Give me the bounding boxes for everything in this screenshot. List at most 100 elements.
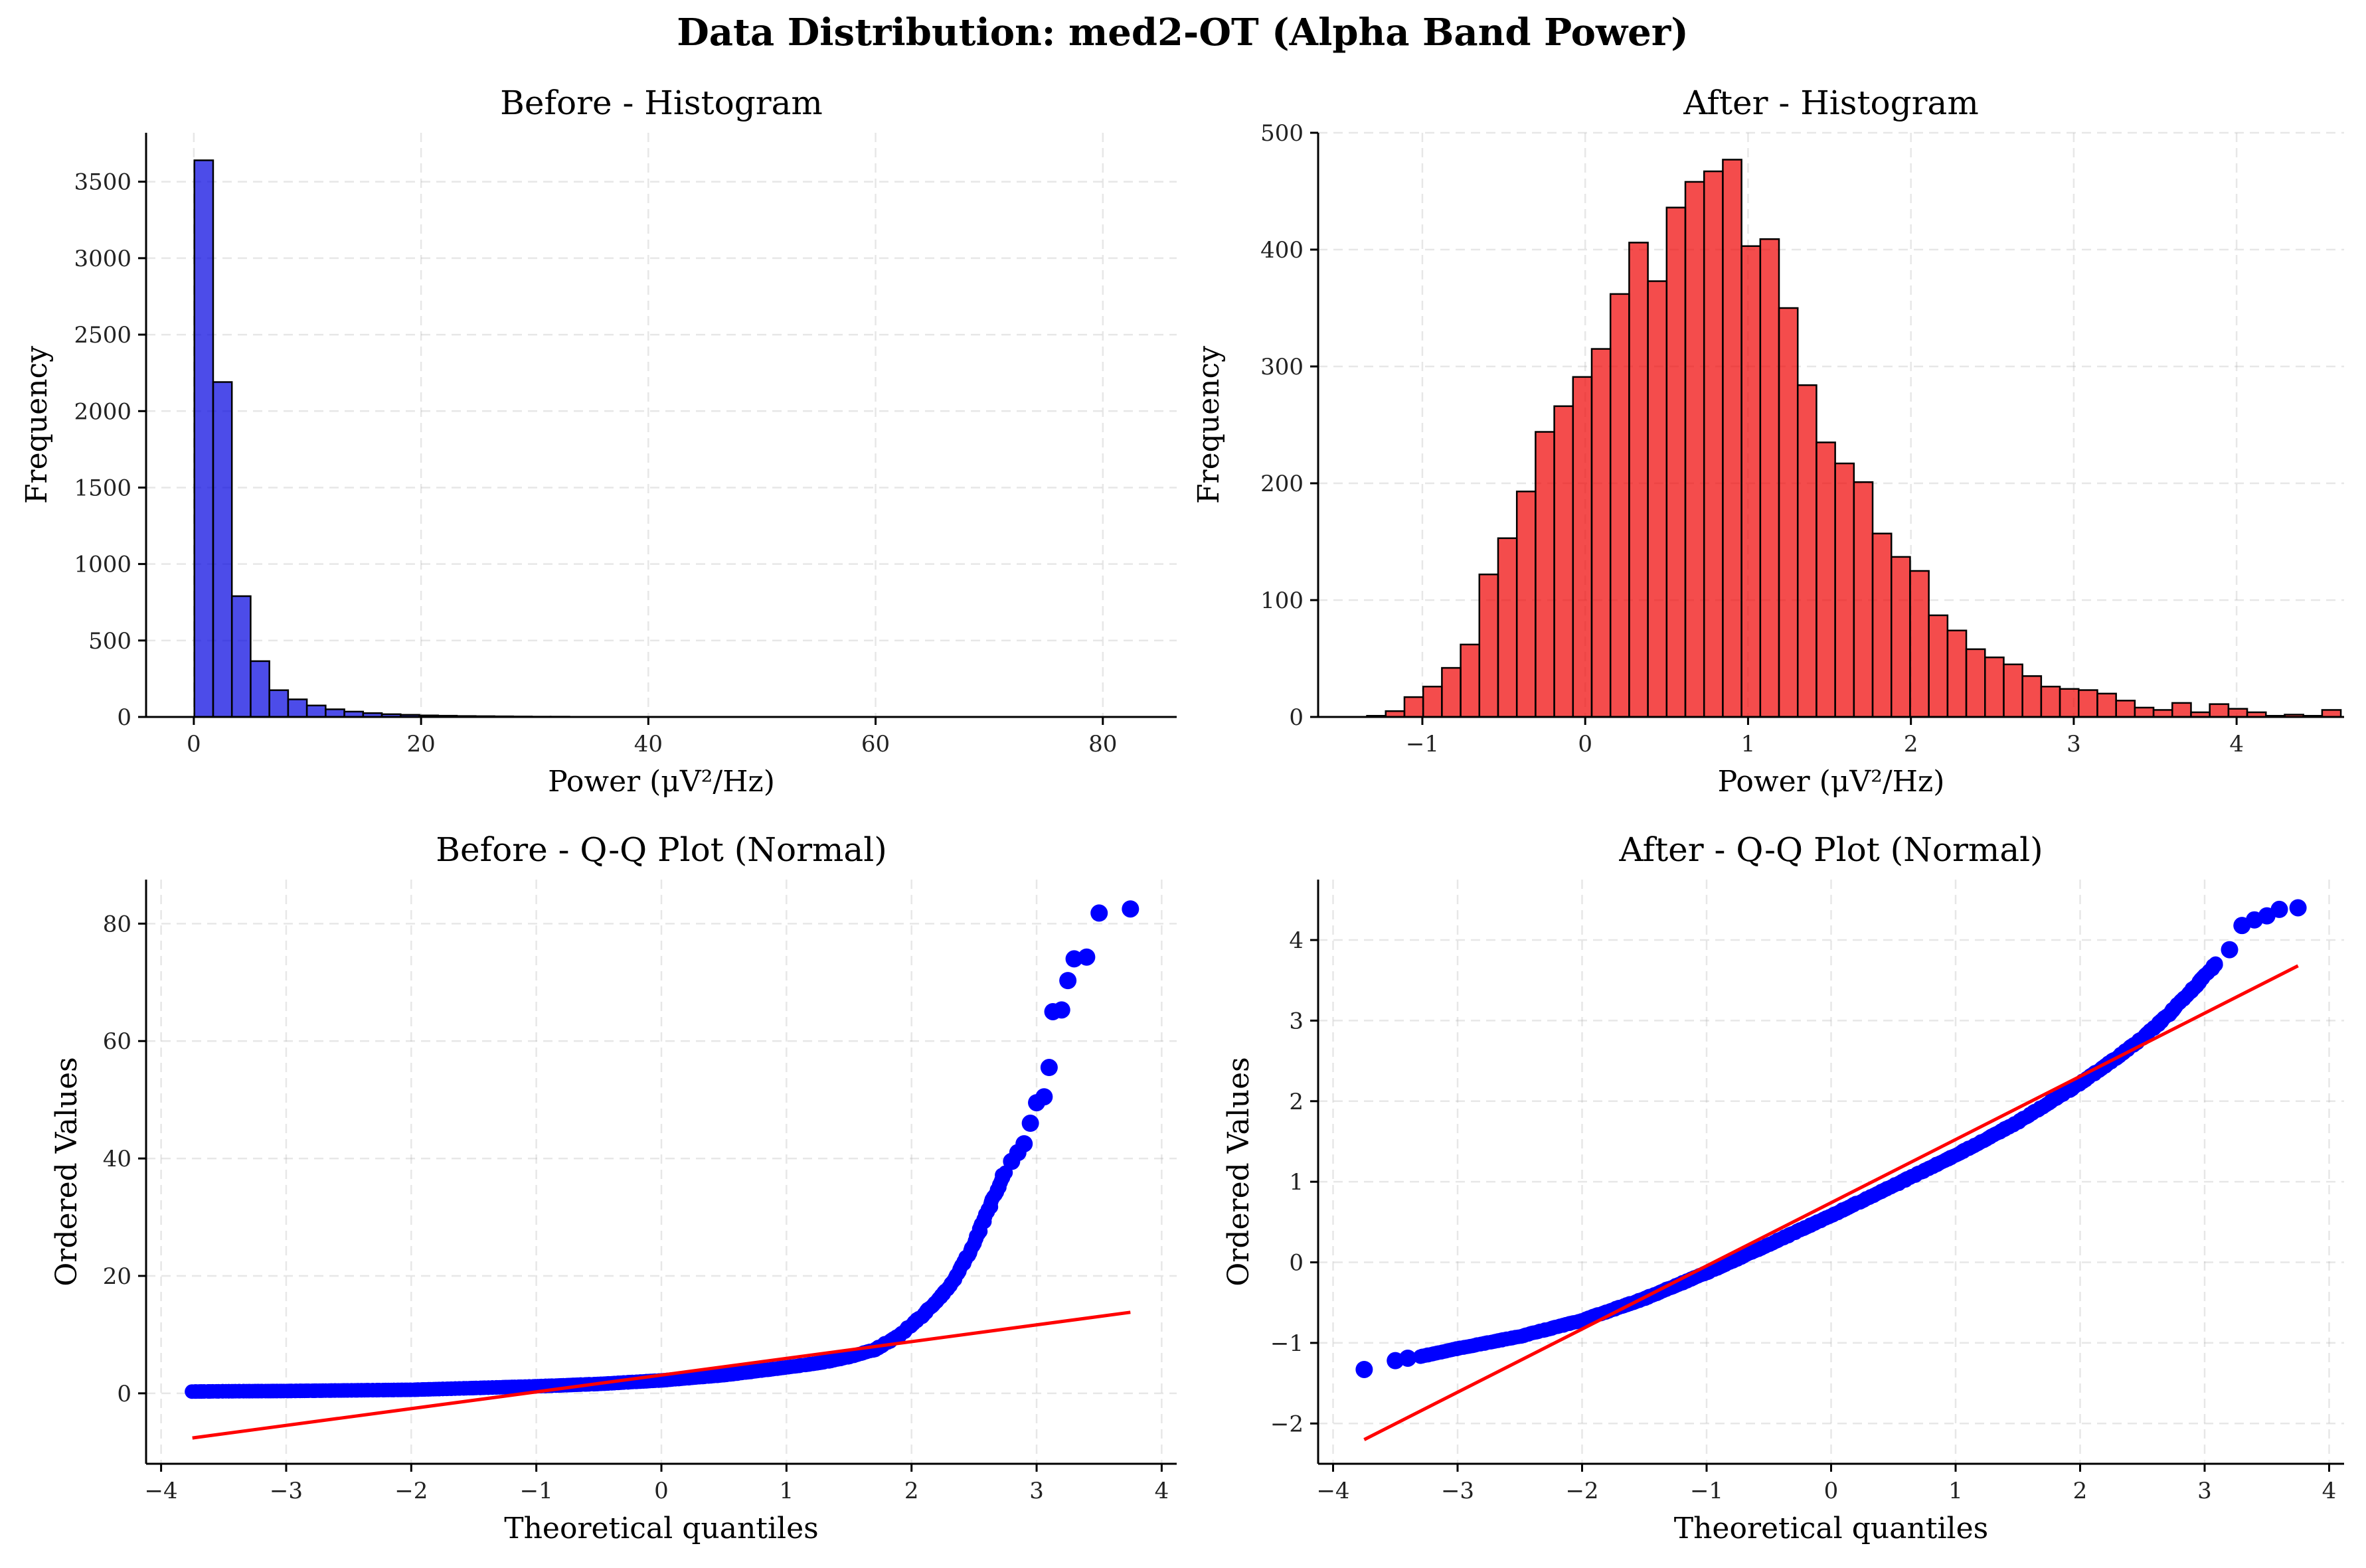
after-hist-ytick-label-1: 100 [1260, 588, 1304, 614]
before-qq-xtick-label-8: 4 [1155, 1478, 1169, 1504]
before-qq-outlier-point-8 [1053, 1001, 1070, 1019]
after-qq-xtick-label-0: −4 [1316, 1478, 1349, 1504]
after-hist-bar-23 [1796, 384, 1817, 718]
after-hist-bar-6 [1478, 574, 1499, 718]
before-qq-points [185, 900, 1140, 1399]
after-qq-outlier-point-8 [2289, 899, 2307, 917]
before-hist-ytick-label-2: 1000 [74, 552, 131, 578]
after-hist-bar-17 [1684, 181, 1705, 718]
before-qq-outlier-point-13 [1122, 900, 1140, 918]
after-hist-bar-5 [1460, 643, 1481, 718]
after-hist-bar-7 [1497, 537, 1518, 718]
after-qq-ytick-label-3: 1 [1289, 1169, 1304, 1196]
after-qq-xtick-label-7: 3 [2197, 1478, 2212, 1504]
after-hist-bar-16 [1665, 206, 1687, 718]
after-qq-xtick-label-4: 0 [1824, 1478, 1839, 1504]
after-hist-bar-38 [2078, 689, 2098, 718]
before-qq-xlabel: Theoretical quantiles [504, 1512, 819, 1545]
figure-suptitle: Data Distribution: med2-OT (Alpha Band P… [677, 11, 1689, 54]
after-qq-title: After - Q-Q Plot (Normal) [1618, 830, 2043, 869]
after-hist-ytick-label-4: 400 [1260, 237, 1304, 264]
before-qq-xtick-label-6: 2 [904, 1478, 919, 1504]
after-hist-bar-9 [1535, 431, 1555, 718]
after-hist-bar-4 [1441, 666, 1462, 718]
before-qq-outlier-point-12 [1090, 904, 1108, 922]
after-hist-bar-3 [1422, 685, 1443, 718]
after-qq-ytick-label-4: 2 [1289, 1089, 1304, 1115]
after-hist-title: After - Histogram [1683, 84, 1979, 122]
before-qq-ytick-label-3: 60 [103, 1028, 131, 1055]
after-hist-bar-12 [1590, 348, 1612, 718]
before-qq-title: Before - Q-Q Plot (Normal) [436, 830, 887, 869]
after-hist-bar-36 [2040, 685, 2061, 718]
after-hist-bar-8 [1515, 491, 1537, 718]
after-hist-bar-51 [2321, 709, 2342, 718]
after-hist-bar-25 [1834, 462, 1855, 718]
before-hist-ylabel: Frequency [20, 346, 54, 504]
before-hist-xtick-label-4: 80 [1088, 731, 1117, 757]
after-hist-xtick-label-5: 4 [2229, 731, 2244, 757]
after-hist-bar-30 [1928, 614, 1949, 718]
after-hist-ylabel: Frequency [1192, 346, 1226, 504]
after-hist-bar-28 [1890, 556, 1911, 718]
after-qq-outlier-point-7 [2270, 900, 2288, 918]
before-hist-xlabel: Power (μV²/Hz) [548, 765, 775, 799]
before-qq-outlier-point-2 [1015, 1135, 1033, 1152]
after-hist-bar-19 [1722, 159, 1742, 718]
before-hist-title: Before - Histogram [500, 84, 823, 122]
after-hist-bar-20 [1740, 245, 1762, 718]
after-qq-ytick-label-2: 0 [1289, 1250, 1304, 1277]
before-hist-xtick-label-1: 20 [406, 731, 435, 757]
after-hist-bar-31 [1946, 629, 1968, 718]
before-qq-outlier-point-11 [1078, 948, 1096, 966]
after-hist-bar-22 [1778, 307, 1799, 718]
after-hist-bar-46 [2227, 708, 2248, 718]
before-hist-ytick-label-1: 500 [88, 628, 131, 655]
after-hist-bar-34 [2003, 663, 2023, 718]
before-hist-bar-6 [305, 704, 327, 718]
after-hist-bar-26 [1853, 481, 1874, 718]
before-hist-xtick-label-0: 0 [187, 731, 201, 757]
after-hist-bar-29 [1909, 570, 1930, 718]
after-hist-bar-14 [1628, 242, 1649, 718]
before-hist-ytick-label-7: 3500 [74, 169, 131, 196]
after-qq-xtick-label-5: 1 [1948, 1478, 1963, 1504]
before-hist-xtick-label-3: 60 [861, 731, 890, 757]
before-qq-xtick-label-2: −2 [394, 1478, 428, 1504]
before-qq-fit-line [192, 1310, 1131, 1440]
before-qq-xtick-label-3: −1 [520, 1478, 553, 1504]
before-qq-ylabel: Ordered Values [50, 1057, 84, 1287]
after-hist-bar-35 [2021, 675, 2043, 718]
before-qq-outlier-point-6 [1040, 1059, 1058, 1077]
after-qq-xtick-label-2: −2 [1565, 1478, 1598, 1504]
before-hist-xtick-label-2: 40 [634, 731, 663, 757]
after-hist-ytick-label-2: 200 [1260, 471, 1304, 497]
before-hist-bar-2 [230, 595, 252, 718]
before-hist-bar-5 [287, 698, 308, 718]
after-hist-bar-10 [1553, 405, 1574, 718]
after-hist-bar-45 [2209, 703, 2230, 718]
before-qq-outlier-point-3 [1021, 1115, 1039, 1133]
before-hist-bar-3 [250, 660, 270, 718]
before-histogram-panel: 0 20 40 60 80 0 500 1000 1500 2000 2500 3000 3500 Bef… [20, 84, 1177, 799]
after-hist-bar-13 [1609, 293, 1630, 718]
after-qq-plot-panel: −4 −3 −2 −1 0 1 2 3 4 −2 −1 0 1 2 3 4 After - Q-Q Plot (… [1222, 830, 2344, 1545]
after-hist-bar-42 [2152, 709, 2173, 718]
after-hist-bar-43 [2171, 702, 2192, 718]
after-qq-xtick-label-8: 4 [2322, 1478, 2337, 1504]
after-qq-ytick-label-1: −1 [1270, 1330, 1304, 1357]
before-hist-ytick-label-0: 0 [117, 704, 131, 731]
after-qq-points [1355, 899, 2307, 1378]
after-qq-xtick-label-6: 2 [2073, 1478, 2088, 1504]
before-qq-outlier-point-5 [1035, 1088, 1053, 1106]
after-qq-outlier-point-2 [1399, 1349, 1416, 1367]
after-hist-xlabel: Power (μV²/Hz) [1718, 765, 1945, 799]
after-qq-xlabel: Theoretical quantiles [1674, 1512, 1989, 1545]
before-qq-xtick-label-0: −4 [145, 1478, 178, 1504]
after-qq-xtick-label-3: −1 [1690, 1478, 1723, 1504]
after-hist-ytick-label-0: 0 [1289, 704, 1304, 731]
before-hist-bar-7 [325, 708, 345, 718]
before-hist-bar-0 [193, 159, 214, 718]
